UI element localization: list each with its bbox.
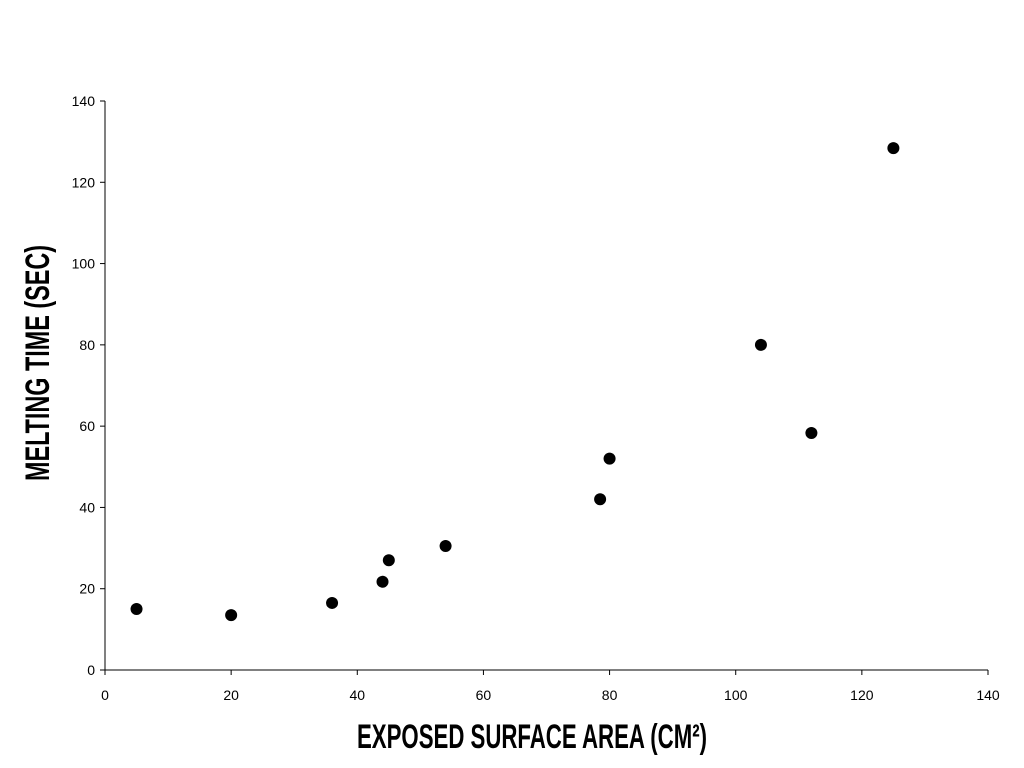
data-point [603,452,616,465]
y-tick-label: 100 [72,256,96,272]
x-tick-label: 60 [476,687,492,703]
x-axis-title: EXPOSED SURFACE AREA (CM²) [357,718,707,756]
y-tick-label: 40 [79,499,95,515]
data-point [376,575,389,588]
x-tick-label: 100 [724,687,748,703]
y-tick-label: 140 [72,93,96,109]
data-point [382,554,395,567]
x-tick-label: 80 [602,687,618,703]
x-tick-label: 0 [101,687,109,703]
y-axis-title: MELTING TIME (SEC) [19,245,57,481]
y-tick-label: 20 [79,581,95,597]
y-tick-label: 80 [79,337,95,353]
x-tick-label: 40 [349,687,365,703]
y-tick-label: 0 [87,662,95,678]
x-tick-label: 20 [223,687,239,703]
data-point [225,609,238,622]
data-point [805,427,818,440]
data-point [887,142,900,155]
x-tick-label: 120 [850,687,874,703]
data-point [594,493,607,506]
data-point [439,540,452,553]
y-tick-label: 120 [72,174,96,190]
x-tick-label: 140 [976,687,1000,703]
data-point [326,596,339,609]
data-point [754,338,767,351]
data-point [130,603,143,616]
y-tick-label: 60 [79,418,95,434]
